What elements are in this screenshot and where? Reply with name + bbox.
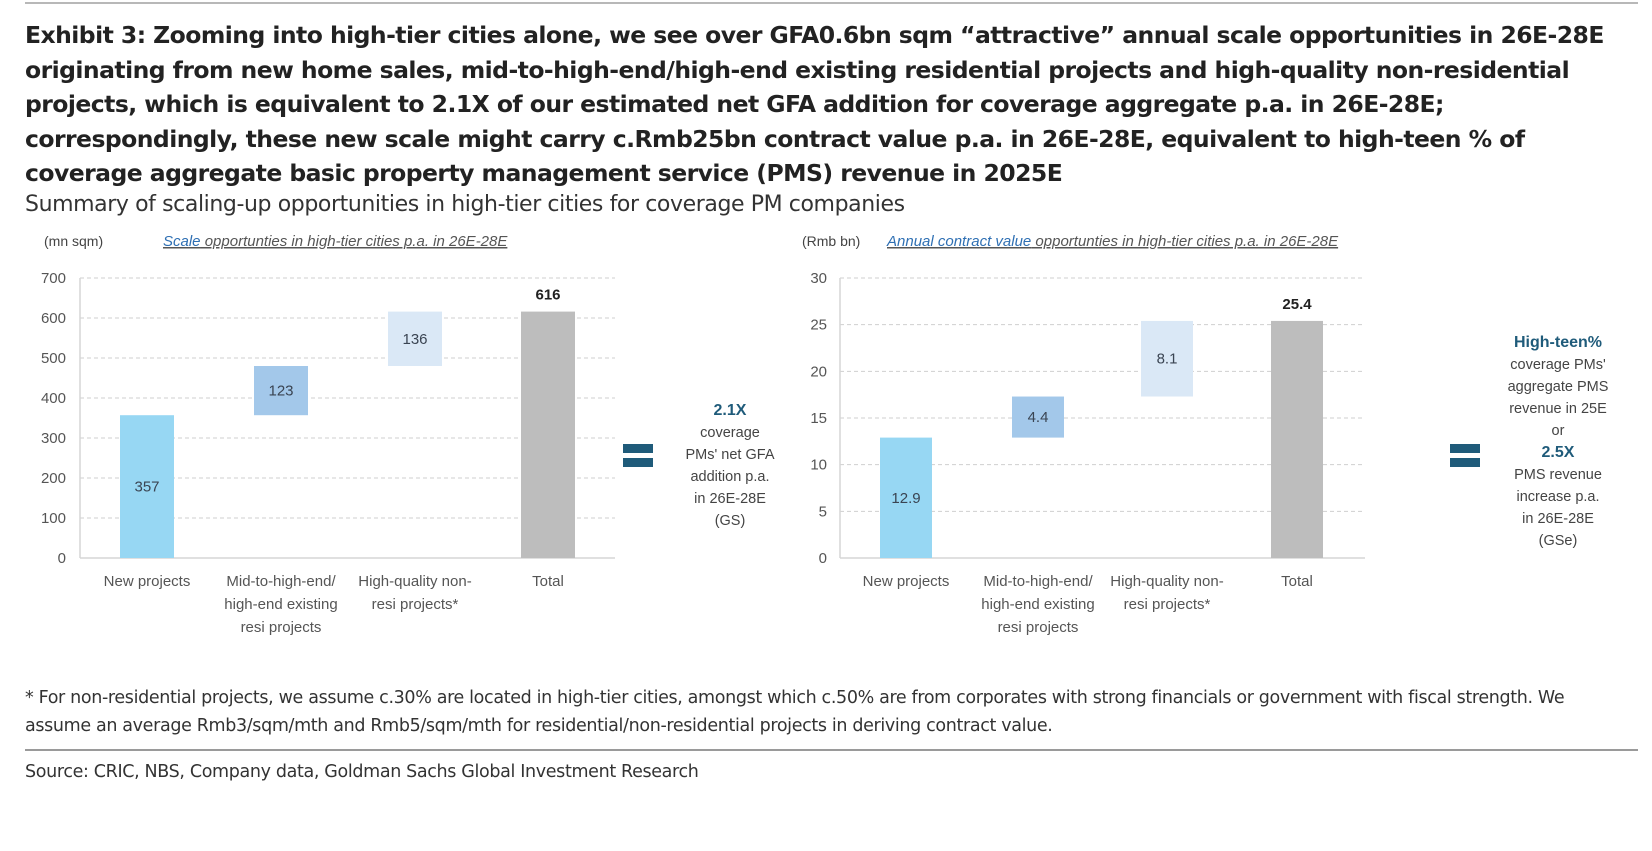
y-tick-label: 100 xyxy=(41,510,66,527)
data-label: 4.4 xyxy=(1028,409,1049,426)
x-category-label: Total xyxy=(1281,573,1313,590)
category-line: Mid-to-high-end/ xyxy=(226,573,336,590)
y-tick-label: 300 xyxy=(41,430,66,447)
contract-chart-svg: (Rmb bn) Annual contract value opportunti… xyxy=(802,233,1365,636)
category-line: High-quality non- xyxy=(1110,573,1223,590)
chart-title-accent: Scale xyxy=(163,233,201,250)
data-label: 123 xyxy=(268,383,293,400)
unit-label: (Rmb bn) xyxy=(802,233,860,249)
y-tick-label: 0 xyxy=(819,550,827,567)
category-line: Total xyxy=(1281,573,1313,590)
data-label-total: 616 xyxy=(535,287,560,304)
category-line: resi projects* xyxy=(1124,596,1211,613)
bar xyxy=(880,437,932,558)
data-label: 12.9 xyxy=(891,490,920,507)
category-line: high-end existing xyxy=(224,596,337,613)
side-note-line: PMS revenue xyxy=(1514,467,1602,483)
scale-chart-svg: (mn sqm) Scale opportunties in high-tier … xyxy=(41,233,615,636)
unit-label: (mn sqm) xyxy=(44,233,103,249)
equals-icon xyxy=(1450,444,1480,472)
x-category-label: Mid-to-high-end/high-end existing resi pr… xyxy=(981,573,1094,636)
chart-title: Annual contract value opportunties in hi… xyxy=(886,233,1339,250)
y-tick-label: 0 xyxy=(58,550,66,567)
side-note-line: revenue in 25E xyxy=(1509,401,1607,417)
x-category-label: Total xyxy=(532,573,564,590)
y-tick-label: 700 xyxy=(41,270,66,287)
side-note-left: 2.1X coverage PMs' net GFA addition p.a. in… xyxy=(660,400,800,532)
chart-title-accent: Annual contract value xyxy=(886,233,1031,250)
exhibit-subtitle: Summary of scaling-up opportunities in h… xyxy=(25,192,905,217)
data-label: 8.1 xyxy=(1157,351,1178,368)
bottom-rule xyxy=(25,749,1638,751)
x-category-label: Mid-to-high-end/high-end existing resi pr… xyxy=(224,573,337,636)
chart-title-rest: opportunties in high-tier cities p.a. in… xyxy=(201,233,509,250)
bar xyxy=(1012,396,1064,438)
x-category-label: New projects xyxy=(863,573,950,590)
side-note-line: (GS) xyxy=(714,513,746,529)
source-note: Source: CRIC, NBS, Company data, Goldman… xyxy=(25,762,699,782)
category-line: High-quality non- xyxy=(358,573,471,590)
scale-opportunities-chart: (mn sqm) Scale opportunties in high-tier … xyxy=(0,230,700,670)
data-label-total: 25.4 xyxy=(1282,296,1312,313)
side-note-line: coverage xyxy=(700,425,760,441)
exhibit-title: Exhibit 3: Zooming into high-tier cities… xyxy=(25,21,1604,187)
category-line: high-end existing xyxy=(981,596,1094,613)
chart-title-rest: opportunties in high-tier cities p.a. in… xyxy=(1031,233,1339,250)
chart-title: Scale opportunties in high-tier cities p… xyxy=(163,233,508,250)
side-note-line: in 26E-28E xyxy=(694,491,766,507)
bar xyxy=(120,415,174,558)
side-note-right: High-teen% coverage PMs' aggregate PMS rev… xyxy=(1488,332,1628,552)
category-line: resi projects xyxy=(241,619,322,636)
data-label: 357 xyxy=(134,479,159,496)
footnote: * For non-residential projects, we assum… xyxy=(25,688,1565,736)
y-tick-label: 500 xyxy=(41,350,66,367)
bar xyxy=(1271,320,1323,558)
y-tick-label: 10 xyxy=(810,457,827,474)
category-line: resi projects* xyxy=(372,596,459,613)
y-tick-label: 600 xyxy=(41,310,66,327)
side-note-line: increase p.a. xyxy=(1516,489,1600,505)
x-category-label: New projects xyxy=(104,573,191,590)
y-tick-label: 20 xyxy=(810,363,827,380)
side-note-line: coverage PMs' xyxy=(1510,357,1606,373)
y-tick-label: 25 xyxy=(810,317,827,334)
category-line: New projects xyxy=(104,573,191,590)
category-line: resi projects xyxy=(998,619,1079,636)
contract-value-chart: (Rmb bn) Annual contract value opportunti… xyxy=(800,230,1500,670)
bar xyxy=(388,311,442,366)
bar xyxy=(1141,320,1193,397)
top-rule xyxy=(25,2,1638,4)
category-line: Total xyxy=(532,573,564,590)
equals-icon xyxy=(623,444,653,472)
side-highlight-revenue-multiple: 2.5X xyxy=(1541,444,1575,461)
bar xyxy=(521,311,575,558)
category-line: Mid-to-high-end/ xyxy=(983,573,1093,590)
data-label: 136 xyxy=(402,331,427,348)
side-highlight-gfa: 2.1X xyxy=(713,402,747,419)
y-tick-label: 15 xyxy=(810,410,827,427)
side-note-line: PMs' net GFA xyxy=(685,447,775,463)
side-note-line: or xyxy=(1551,423,1565,439)
y-tick-label: 200 xyxy=(41,470,66,487)
y-tick-label: 30 xyxy=(810,270,827,287)
side-note-line: aggregate PMS xyxy=(1507,379,1609,395)
y-tick-label: 400 xyxy=(41,390,66,407)
y-tick-label: 5 xyxy=(819,503,827,520)
side-note-line: (GSe) xyxy=(1538,533,1578,549)
side-note-line: in 26E-28E xyxy=(1522,511,1594,527)
side-highlight-high-teen: High-teen% xyxy=(1514,334,1602,351)
x-category-label: High-quality non-resi projects* xyxy=(358,573,471,613)
bar xyxy=(254,366,308,416)
side-note-line: addition p.a. xyxy=(690,469,770,485)
x-category-label: High-quality non-resi projects* xyxy=(1110,573,1223,613)
category-line: New projects xyxy=(863,573,950,590)
